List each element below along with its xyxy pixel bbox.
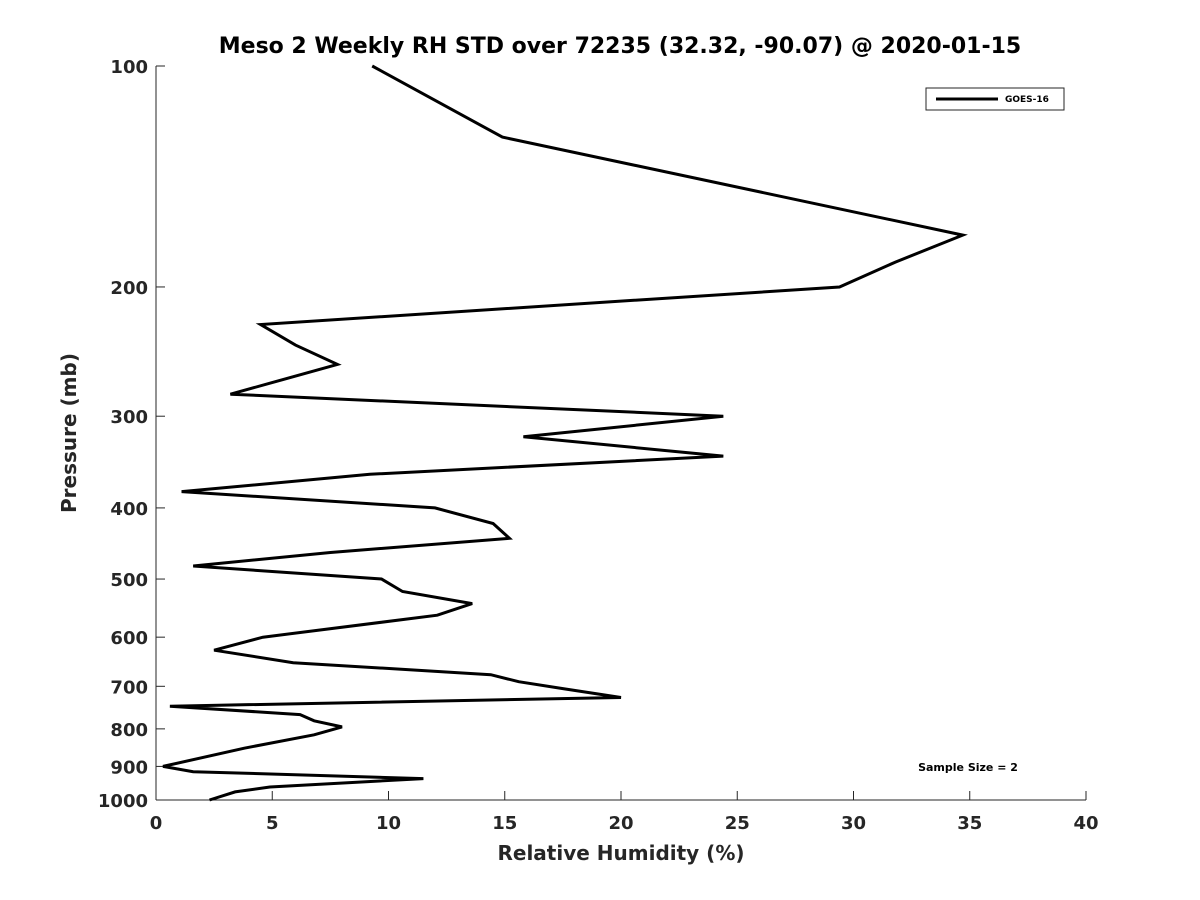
x-tick-label: 40 bbox=[1073, 813, 1098, 834]
chart-title: Meso 2 Weekly RH STD over 72235 (32.32, … bbox=[219, 34, 1021, 59]
x-tick-label: 5 bbox=[266, 813, 279, 834]
x-tick-label: 20 bbox=[608, 813, 633, 834]
series-line-goes-16 bbox=[162, 64, 968, 802]
x-tick-label: 0 bbox=[150, 813, 163, 834]
y-tick-label: 500 bbox=[110, 570, 148, 591]
legend-label: GOES-16 bbox=[1005, 95, 1049, 105]
y-tick-label: 600 bbox=[110, 628, 148, 649]
x-tick-label: 35 bbox=[957, 813, 982, 834]
x-tick-label: 15 bbox=[492, 813, 517, 834]
y-axis-label: Pressure (mb) bbox=[57, 353, 81, 513]
y-tick-label: 300 bbox=[110, 407, 148, 428]
x-tick-label: 25 bbox=[725, 813, 750, 834]
y-tick-label: 900 bbox=[110, 757, 148, 778]
y-ticks: 100 200 300 400 500 600 700 800 900 1000 bbox=[98, 57, 165, 812]
sample-size-annotation: Sample Size = 2 bbox=[918, 761, 1018, 774]
y-tick-label: 100 bbox=[110, 57, 148, 78]
axes bbox=[155, 66, 1086, 801]
legend: GOES-16 bbox=[925, 87, 1065, 111]
x-tick-label: 10 bbox=[376, 813, 401, 834]
y-tick-label: 1000 bbox=[98, 791, 148, 812]
y-tick-label: 800 bbox=[110, 720, 148, 741]
x-axis-label: Relative Humidity (%) bbox=[497, 841, 744, 865]
y-tick-label: 200 bbox=[110, 278, 148, 299]
x-ticks: 0 5 10 15 20 25 30 35 40 bbox=[150, 791, 1099, 834]
y-tick-label: 400 bbox=[110, 499, 148, 520]
y-tick-label: 700 bbox=[110, 677, 148, 698]
x-tick-label: 30 bbox=[841, 813, 866, 834]
